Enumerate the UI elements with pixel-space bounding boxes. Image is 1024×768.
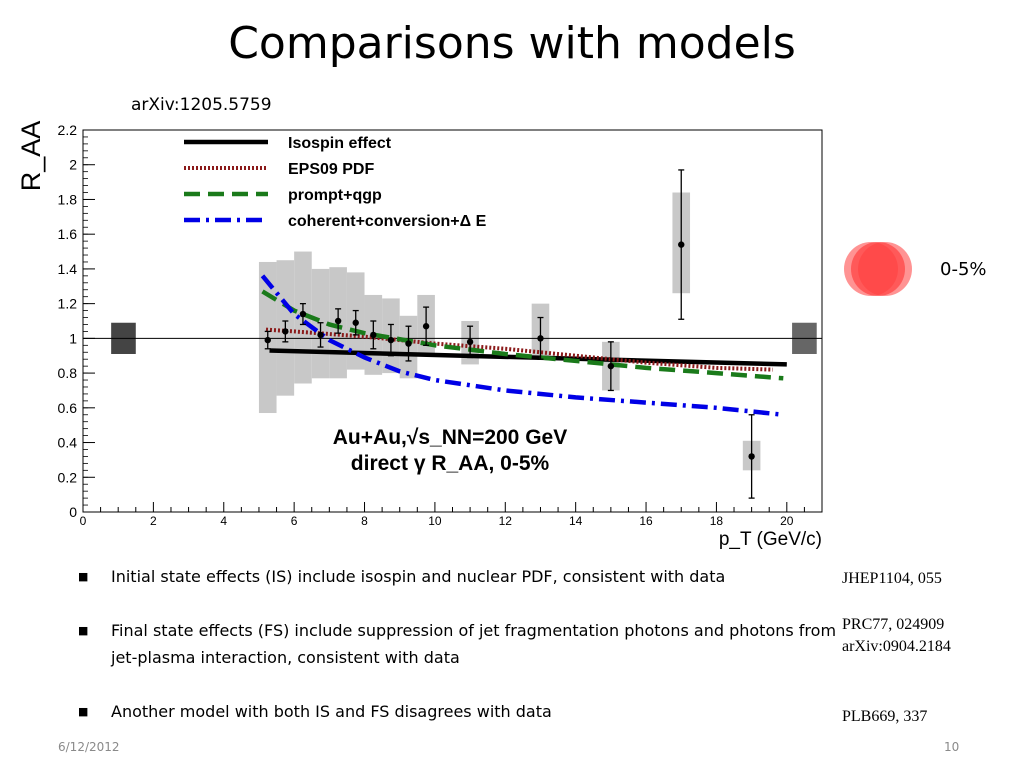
x-axis-label: p_T (GeV/c): [719, 529, 822, 550]
data-point: [299, 310, 307, 318]
y-tick-label: 1.4: [58, 261, 78, 277]
y-axis-label: R_AA: [16, 121, 46, 192]
bullet-item: ■ Final state effects (FS) include suppr…: [78, 617, 838, 671]
data-point: [422, 323, 430, 330]
footer-date: 6/12/2012: [58, 740, 120, 754]
bullet-text: Final state effects (FS) include suppres…: [111, 621, 837, 667]
y-tick-label: 0.8: [58, 365, 78, 381]
footer-page-number: 10: [944, 740, 960, 754]
reference-arxiv: arXiv:0904.2184: [842, 638, 951, 655]
annotation-line-2: direct γ R_AA, 0-5%: [351, 452, 550, 475]
centrality-badge-icon: [844, 242, 912, 296]
reference-prc: PRC77, 024909: [842, 616, 945, 633]
x-tick-label: 0: [80, 514, 87, 528]
legend-label: EPS09 PDF: [288, 161, 374, 178]
reference-plb: PLB669, 337: [842, 708, 928, 725]
data-point: [264, 336, 271, 344]
bullet-list: ■ Initial state effects (IS) include iso…: [78, 563, 838, 725]
y-tick-label: 1.8: [58, 191, 78, 207]
data-point: [748, 453, 755, 460]
x-tick-label: 2: [150, 514, 157, 528]
data-point: [466, 338, 474, 346]
y-tick-label: 2.2: [58, 122, 78, 138]
data-point: [607, 362, 615, 370]
x-tick-label: 20: [780, 514, 794, 528]
y-tick-label: 1.6: [58, 226, 78, 242]
reference-jhep: JHEP1104, 055: [842, 570, 942, 587]
y-tick-label: 0: [69, 504, 77, 520]
model-curve-dotted: [265, 327, 773, 372]
y-tick-label: 1.2: [58, 296, 78, 312]
bullet-square-icon: ■: [78, 570, 89, 583]
x-tick-label: 4: [220, 514, 227, 528]
x-tick-label: 14: [569, 514, 583, 528]
bullet-item: ■ Another model with both IS and FS disa…: [78, 698, 838, 725]
centrality-label: 0-5%: [940, 259, 987, 280]
data-point: [282, 328, 289, 335]
bullet-square-icon: ■: [78, 705, 89, 718]
data-point: [370, 331, 377, 339]
data-point: [352, 319, 359, 326]
data-point: [405, 340, 412, 347]
legend-label: Isospin effect: [288, 135, 392, 152]
plot-frame: [82, 129, 823, 513]
data-point: [678, 241, 685, 248]
legend-label: prompt+qgp: [288, 187, 382, 204]
x-tick-label: 10: [428, 514, 442, 528]
bullet-item: ■ Initial state effects (IS) include iso…: [78, 563, 838, 590]
data-point: [334, 317, 342, 325]
raa-chart: 0 2 4 6 8 10 12 14 16 18 20 0 0.2 0.4 0.6 0.8 1 1.2 1.4 1.6…: [16, 121, 823, 550]
slide-title: Comparisons with models: [228, 18, 796, 69]
y-tick-label: 0.2: [58, 469, 78, 485]
bullet-square-icon: ■: [78, 624, 89, 637]
data-point: [387, 336, 395, 344]
x-tick-label: 8: [361, 514, 368, 528]
annotation-line-1: Au+Au,√s_NN=200 GeV: [333, 426, 567, 449]
data-point: [317, 331, 324, 339]
y-tick-label: 0.6: [58, 400, 78, 416]
y-tick-label: 0.4: [58, 435, 78, 451]
model-curve-dashdot: [260, 274, 784, 418]
x-tick-label: 6: [291, 514, 298, 528]
legend-label: coherent+conversion+Δ E: [288, 213, 487, 230]
source-reference: arXiv:1205.5759: [131, 95, 272, 115]
data-point: [537, 335, 544, 342]
bullet-text: Another model with both IS and FS disagr…: [111, 702, 552, 721]
y-tick-label: 2: [69, 157, 77, 173]
x-tick-label: 18: [710, 514, 724, 528]
x-tick-label: 16: [639, 514, 653, 528]
y-tick-label: 1: [69, 330, 77, 346]
x-tick-label: 12: [499, 514, 513, 528]
bullet-text: Initial state effects (IS) include isosp…: [111, 567, 726, 586]
